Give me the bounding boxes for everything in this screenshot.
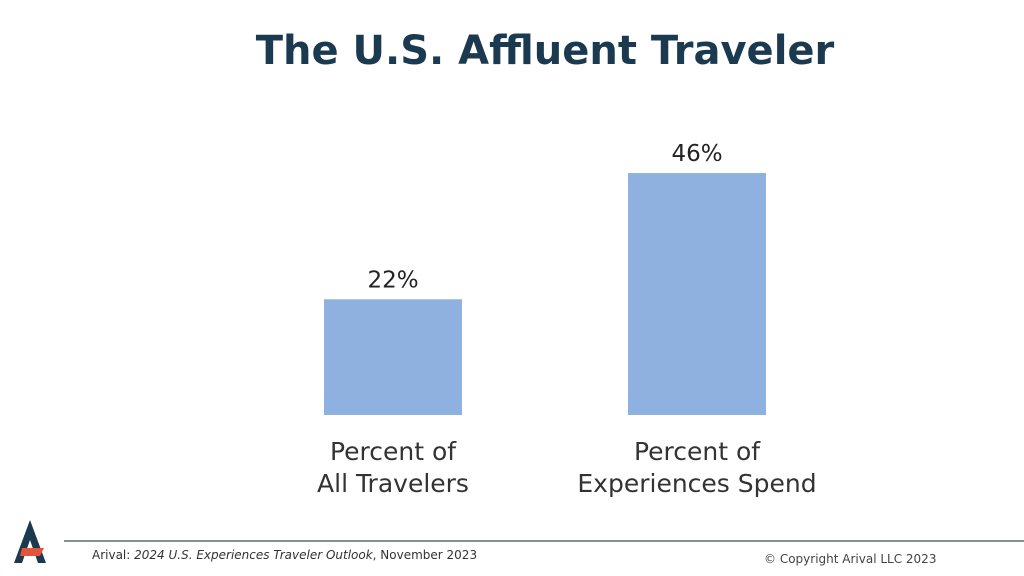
source-suffix: , November 2023: [372, 548, 478, 562]
logo: [14, 520, 46, 563]
chart-title: The U.S. Affluent Traveler: [255, 28, 835, 74]
bar: [628, 173, 766, 415]
category-label: Percent of All Travelers: [317, 437, 469, 498]
category-label: Percent of Experiences Spend: [577, 437, 817, 498]
value-label: 46%: [671, 141, 722, 167]
source-note: Arival: 2024 U.S. Experiences Traveler O…: [92, 548, 477, 562]
bar: [324, 299, 462, 415]
source-title: 2024 U.S. Experiences Traveler Outlook: [134, 548, 373, 562]
copyright: © Copyright Arival LLC 2023: [764, 552, 937, 566]
value-label: 22%: [367, 267, 418, 293]
source-prefix: Arival:: [92, 548, 135, 562]
